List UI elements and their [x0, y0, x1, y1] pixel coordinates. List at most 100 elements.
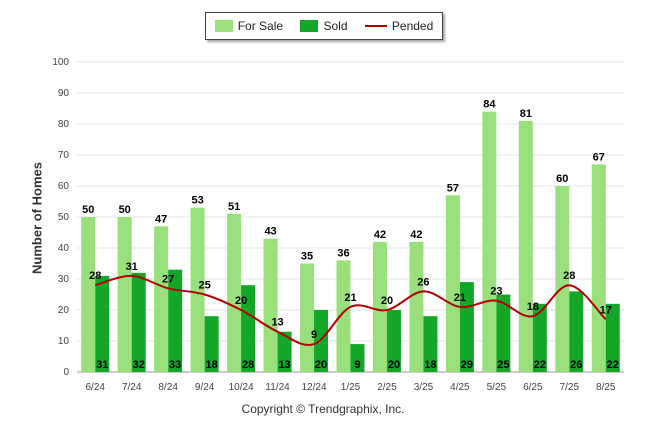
data-label-for-sale: 81: [520, 108, 532, 120]
bar-for-sale: [81, 217, 96, 372]
bar-sold: [168, 269, 183, 372]
bar-sold: [532, 303, 547, 372]
bar-for-sale: [555, 186, 570, 372]
data-label-sold: 32: [133, 359, 145, 371]
data-label-pended: 27: [162, 273, 174, 285]
data-label-for-sale: 84: [483, 99, 496, 111]
x-tick-label: 5/25: [487, 382, 507, 393]
data-label-for-sale: 57: [447, 182, 459, 194]
y-tick-label: 90: [58, 88, 70, 99]
x-tick-label: 9/24: [195, 382, 215, 393]
legend: For Sale Sold Pended: [205, 12, 443, 40]
bar-for-sale: [227, 213, 242, 372]
y-tick-label: 20: [58, 305, 70, 316]
data-label-pended: 20: [235, 295, 247, 307]
bar-sold: [314, 310, 329, 372]
legend-swatch-for-sale: [214, 20, 233, 32]
data-label-sold: 20: [388, 359, 400, 371]
x-tick-label: 1/25: [341, 382, 361, 393]
data-label-pended: 26: [417, 276, 429, 288]
bar-for-sale: [154, 226, 169, 372]
data-label-for-sale: 36: [337, 247, 349, 259]
data-label-pended: 28: [563, 270, 575, 282]
x-tick-label: 2/25: [377, 382, 397, 393]
bar-for-sale: [336, 260, 351, 372]
x-tick-label: 7/24: [122, 382, 142, 393]
y-tick-label: 50: [58, 212, 70, 223]
data-label-sold: 25: [497, 359, 509, 371]
bar-sold: [241, 285, 256, 372]
data-label-pended: 13: [271, 317, 283, 329]
bar-sold: [423, 316, 438, 372]
bar-for-sale: [117, 217, 132, 372]
data-label-pended: 17: [600, 304, 612, 316]
data-label-pended: 21: [344, 292, 356, 304]
y-tick-label: 100: [52, 57, 69, 68]
bar-sold: [386, 310, 401, 372]
data-label-for-sale: 42: [410, 229, 422, 241]
data-label-pended: 31: [126, 261, 138, 273]
y-tick-label: 40: [58, 243, 70, 254]
y-tick-label: 60: [58, 181, 70, 192]
x-tick-label: 8/25: [596, 382, 616, 393]
x-tick-label: 12/24: [302, 382, 327, 393]
data-label-pended: 21: [454, 292, 466, 304]
legend-item-sold: Sold: [300, 19, 348, 33]
x-tick-label: 8/24: [158, 382, 178, 393]
data-label-pended: 20: [381, 295, 393, 307]
legend-label-for-sale: For Sale: [237, 19, 284, 33]
legend-item-pended: Pended: [364, 19, 434, 33]
y-tick-label: 80: [58, 119, 70, 130]
data-label-pended: 9: [311, 329, 317, 341]
legend-item-for-sale: For Sale: [214, 19, 284, 33]
bar-sold: [496, 294, 511, 372]
data-label-for-sale: 50: [82, 204, 94, 216]
y-tick-label: 30: [58, 274, 70, 285]
data-label-pended: 25: [199, 280, 211, 292]
data-label-sold: 28: [242, 359, 254, 371]
data-label-for-sale: 51: [228, 201, 240, 213]
data-label-sold: 22: [534, 359, 546, 371]
data-label-for-sale: 50: [119, 204, 131, 216]
data-label-for-sale: 47: [155, 213, 167, 225]
data-label-for-sale: 60: [556, 173, 568, 185]
data-label-pended: 18: [527, 301, 539, 313]
bar-sold: [605, 303, 620, 372]
data-label-sold: 9: [354, 359, 360, 371]
data-label-sold: 33: [169, 359, 181, 371]
bar-for-sale: [591, 164, 606, 372]
data-label-sold: 22: [607, 359, 619, 371]
bar-for-sale: [190, 207, 205, 372]
bar-for-sale: [409, 241, 424, 372]
data-label-for-sale: 67: [593, 151, 605, 163]
data-label-for-sale: 35: [301, 251, 313, 263]
bar-for-sale: [300, 263, 315, 372]
bar-for-sale: [518, 120, 533, 373]
x-tick-label: 3/25: [414, 382, 434, 393]
data-label-sold: 20: [315, 359, 327, 371]
data-label-sold: 18: [206, 359, 218, 371]
x-tick-label: 6/24: [85, 382, 105, 393]
data-label-sold: 13: [278, 359, 290, 371]
line-pended: [94, 274, 607, 346]
data-label-for-sale: 42: [374, 229, 386, 241]
x-tick-label: 10/24: [229, 382, 254, 393]
bar-sold: [350, 344, 365, 372]
data-label-sold: 29: [461, 359, 473, 371]
data-label-pended: 23: [490, 286, 502, 298]
bar-sold: [569, 291, 584, 372]
y-tick-label: 0: [63, 367, 69, 378]
x-tick-label: 7/25: [560, 382, 580, 393]
bar-for-sale: [372, 241, 387, 372]
data-label-for-sale: 53: [192, 195, 204, 207]
x-tick-label: 6/25: [523, 382, 543, 393]
x-tick-label: 4/25: [450, 382, 470, 393]
legend-swatch-sold: [300, 20, 319, 32]
y-tick-label: 10: [58, 336, 70, 347]
x-tick-label: 11/24: [265, 382, 290, 393]
legend-label-pended: Pended: [391, 19, 434, 33]
data-label-sold: 26: [570, 359, 582, 371]
bar-for-sale: [445, 195, 460, 372]
